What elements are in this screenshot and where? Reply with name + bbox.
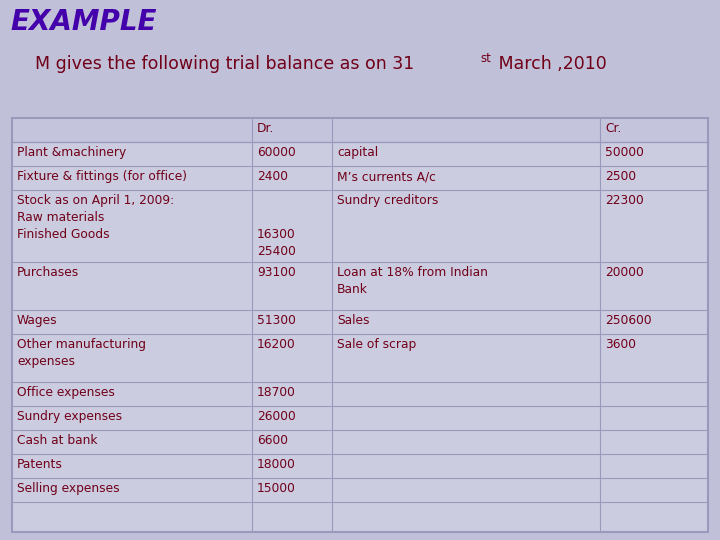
Text: st: st xyxy=(480,52,491,65)
Bar xyxy=(12,118,708,532)
Bar xyxy=(12,334,708,382)
Bar xyxy=(12,118,708,532)
Text: 50000: 50000 xyxy=(605,146,644,159)
Text: Sundry expenses: Sundry expenses xyxy=(17,410,122,423)
Bar xyxy=(12,406,708,430)
Text: Sundry creditors: Sundry creditors xyxy=(337,194,438,207)
Text: 250600: 250600 xyxy=(605,314,652,327)
Text: Loan at 18% from Indian
Bank: Loan at 18% from Indian Bank xyxy=(337,266,488,296)
Text: Purchases: Purchases xyxy=(17,266,79,279)
Text: 20000: 20000 xyxy=(605,266,644,279)
Text: M gives the following trial balance as on 31: M gives the following trial balance as o… xyxy=(35,55,414,73)
Text: 15000: 15000 xyxy=(257,482,296,495)
Text: Fixture & fittings (for office): Fixture & fittings (for office) xyxy=(17,170,187,183)
Text: 16200: 16200 xyxy=(257,338,296,351)
Text: Plant &machinery: Plant &machinery xyxy=(17,146,126,159)
Text: Selling expenses: Selling expenses xyxy=(17,482,120,495)
Text: Office expenses: Office expenses xyxy=(17,386,115,399)
Text: 16300
25400: 16300 25400 xyxy=(257,194,296,258)
Text: M’s currents A/c: M’s currents A/c xyxy=(337,170,436,183)
Text: 3600: 3600 xyxy=(605,338,636,351)
Text: March ,2010: March ,2010 xyxy=(493,55,607,73)
Text: 51300: 51300 xyxy=(257,314,296,327)
Bar xyxy=(12,382,708,406)
Bar xyxy=(12,454,708,478)
Text: 2400: 2400 xyxy=(257,170,288,183)
Text: Dr.: Dr. xyxy=(257,122,274,135)
Bar xyxy=(12,430,708,454)
Text: Patents: Patents xyxy=(17,458,63,471)
Text: 60000: 60000 xyxy=(257,146,296,159)
Bar xyxy=(12,166,708,190)
Text: 18700: 18700 xyxy=(257,386,296,399)
Bar xyxy=(12,190,708,262)
Text: Wages: Wages xyxy=(17,314,58,327)
Text: 6600: 6600 xyxy=(257,434,288,447)
Bar xyxy=(12,310,708,334)
Bar xyxy=(12,142,708,166)
Text: 2500: 2500 xyxy=(605,170,636,183)
Text: EXAMPLE: EXAMPLE xyxy=(10,8,156,36)
Text: Cr.: Cr. xyxy=(605,122,621,135)
Bar xyxy=(12,118,708,142)
Text: 18000: 18000 xyxy=(257,458,296,471)
Text: Cash at bank: Cash at bank xyxy=(17,434,97,447)
Text: 93100: 93100 xyxy=(257,266,296,279)
Text: 22300: 22300 xyxy=(605,194,644,207)
Text: 26000: 26000 xyxy=(257,410,296,423)
Bar xyxy=(12,262,708,310)
Text: Stock as on April 1, 2009:
Raw materials
Finished Goods: Stock as on April 1, 2009: Raw materials… xyxy=(17,194,174,241)
Text: Sale of scrap: Sale of scrap xyxy=(337,338,416,351)
Bar xyxy=(12,478,708,502)
Text: Sales: Sales xyxy=(337,314,369,327)
Text: Other manufacturing
expenses: Other manufacturing expenses xyxy=(17,338,146,368)
Text: capital: capital xyxy=(337,146,378,159)
